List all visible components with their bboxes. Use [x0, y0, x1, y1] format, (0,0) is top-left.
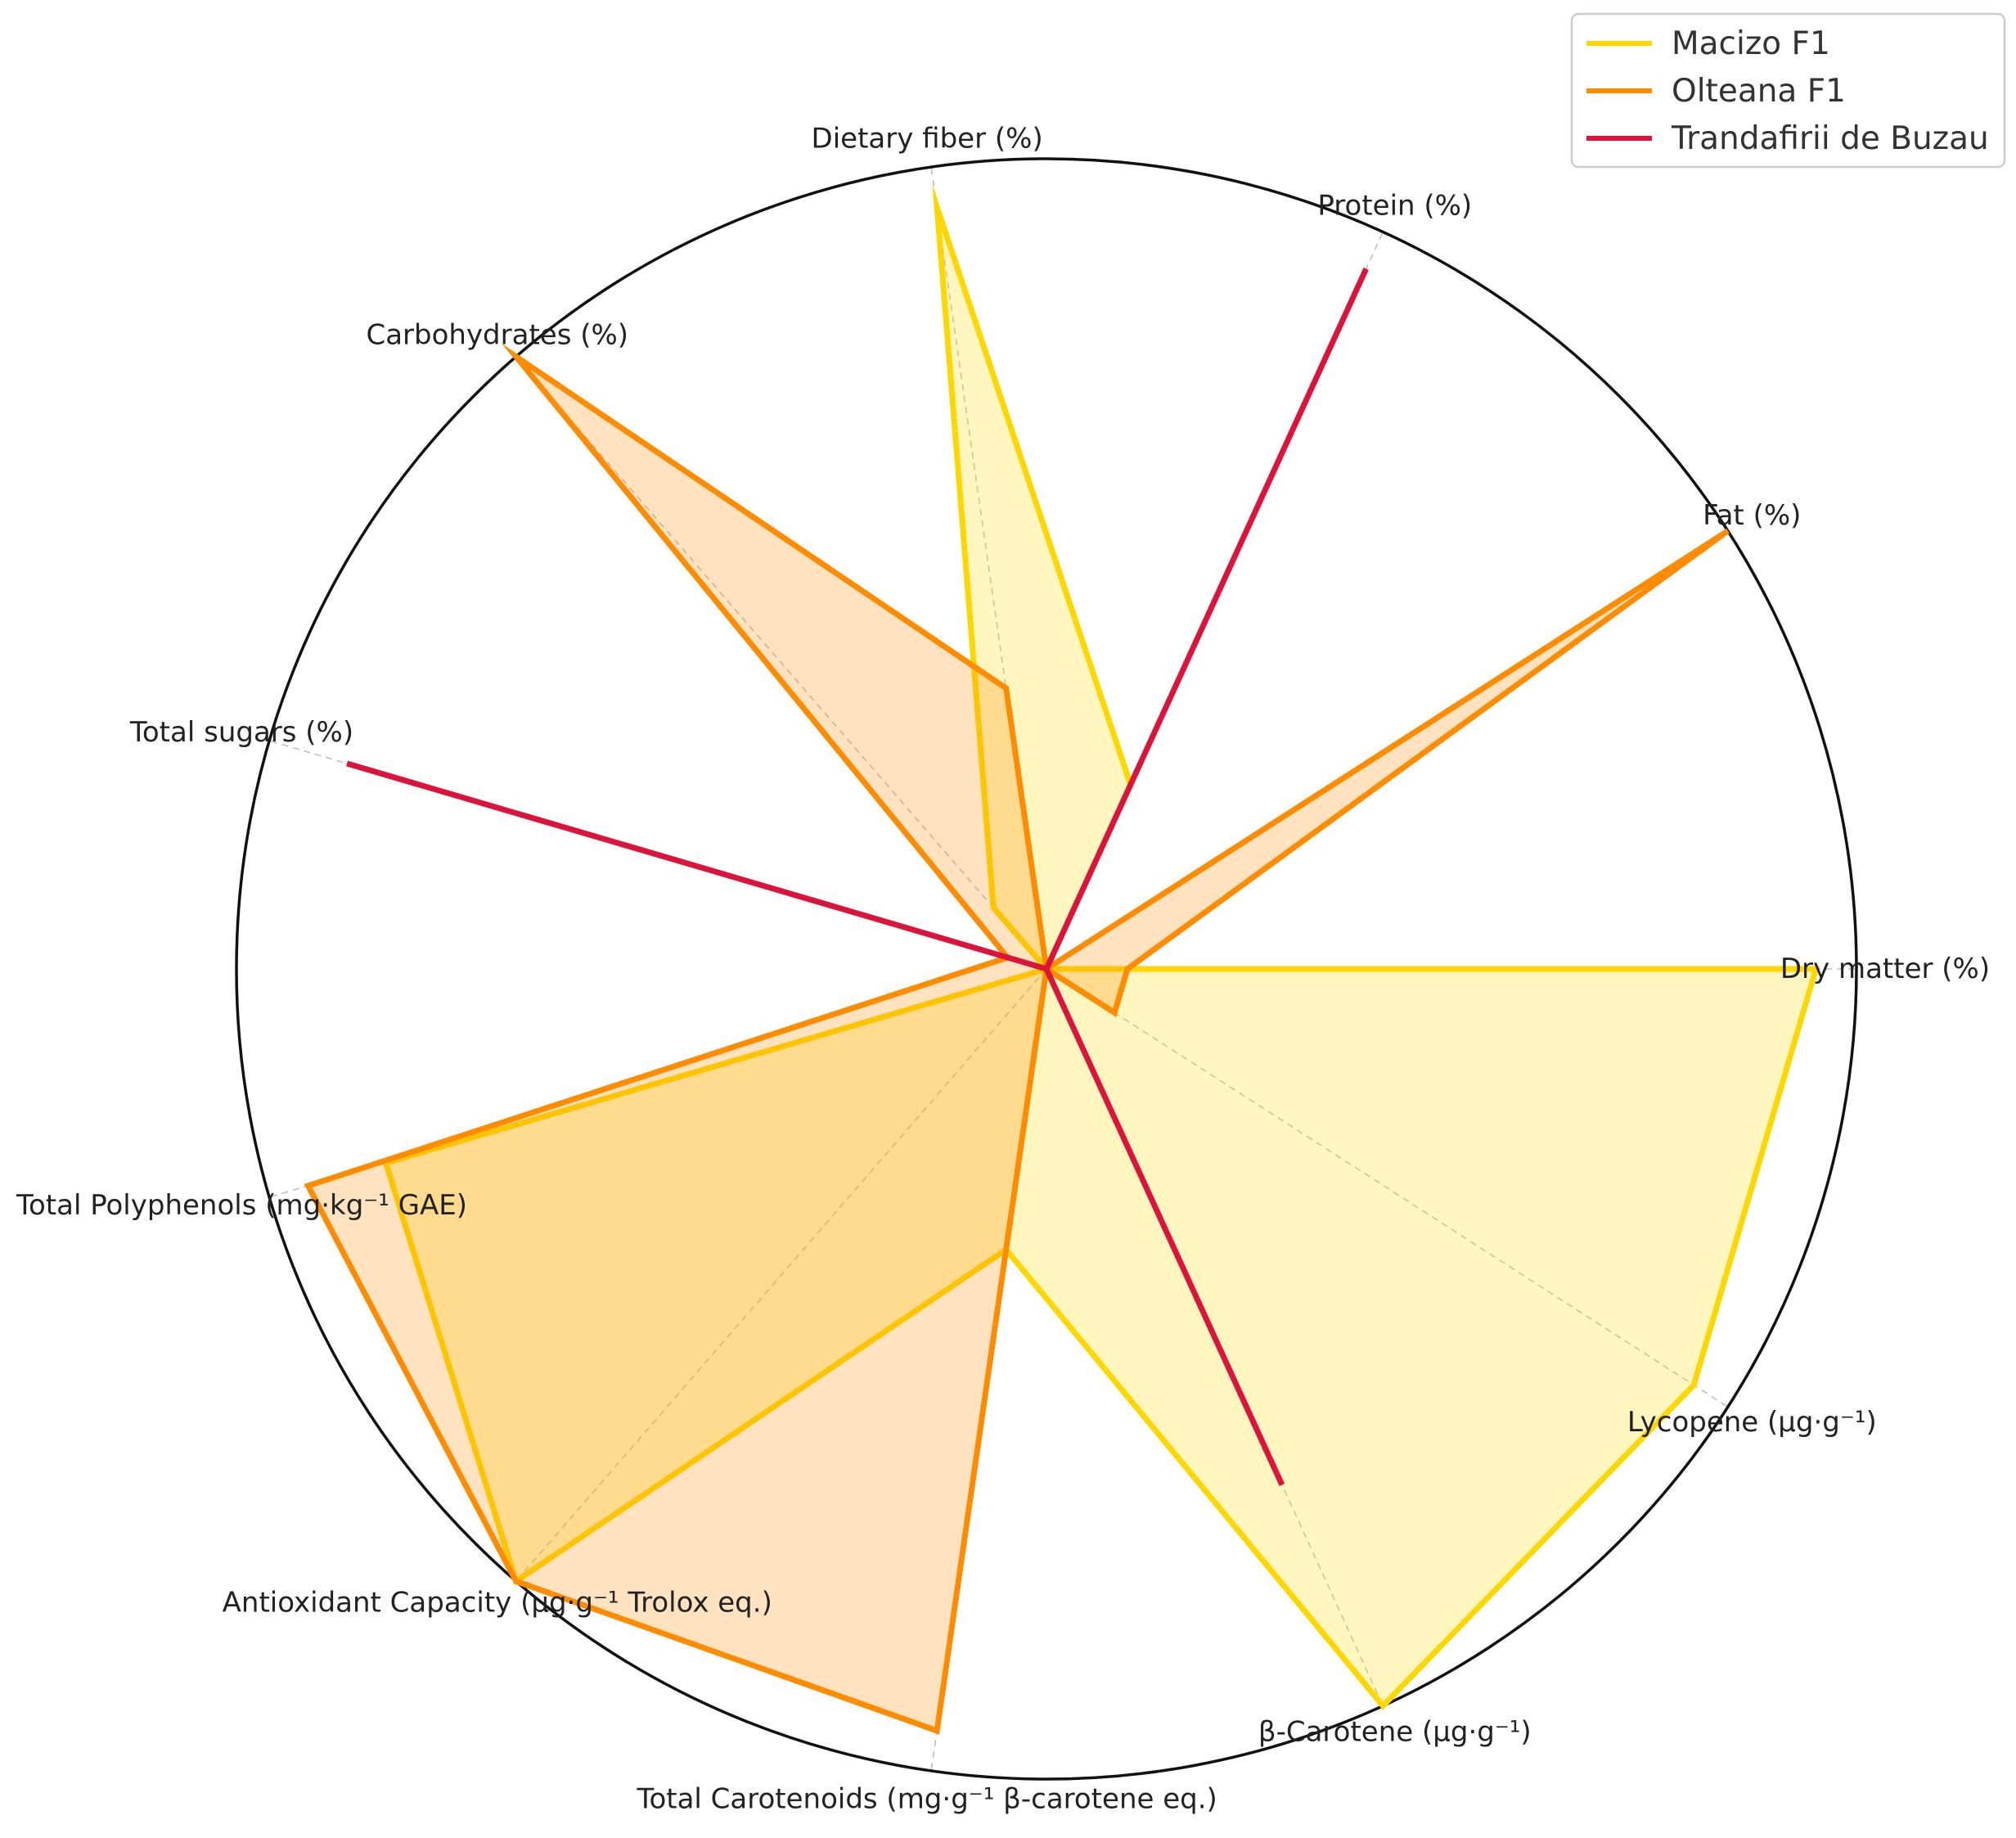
gridline-dietary-fiber	[930, 166, 1047, 970]
series-line-olteana-f1	[304, 343, 1730, 1735]
point-macizo-f1-carotene-g-g	[1382, 1705, 1384, 1706]
gridline-lycopene-g-g	[1046, 968, 1729, 1408]
point-macizo-f1-dietary-fiber	[936, 206, 938, 208]
point-olteana-f1-total-carotenoids-mg-g-carotene-eq	[936, 1730, 938, 1732]
axis-label-total-sugars: Total sugars (%)	[129, 716, 353, 749]
axis-label-lycopene-g-g: Lycopene (μg·g⁻¹)	[1627, 1406, 1877, 1439]
series-fill-macizo-f1	[385, 207, 1816, 1706]
gridline-antioxidant-capacity-g-g-trolox-eq	[515, 968, 1047, 1582]
point-olteana-f1-antioxidant-capacity-g-g-trolox-eq	[515, 1580, 517, 1582]
series-fill-olteana-f1	[308, 356, 1728, 1731]
legend-label-macizo: Macizo F1	[1672, 25, 1830, 62]
axis-label-protein: Protein (%)	[1317, 190, 1472, 223]
axis-label-dietary-fiber: Dietary fiber (%)	[812, 122, 1043, 155]
axis-labels: Dry matter (%) Fat (%) Protein (%) Dietary …	[16, 122, 1990, 1815]
legend-box	[1570, 12, 2006, 169]
axis-label-total-polyphenols-mg-kg-gae: Total Polyphenols (mg·kg⁻¹ GAE)	[16, 1189, 467, 1222]
axis-label-carotene-g-g: β-Carotene (μg·g⁻¹)	[1258, 1715, 1532, 1748]
axis-label-fat: Fat (%)	[1703, 499, 1801, 532]
point-trandafirii-de-buzau-carotene-g-g	[1281, 1484, 1283, 1485]
point-olteana-f1-carbohydrates	[515, 356, 517, 358]
axis-label-dry-matter: Dry matter (%)	[1780, 953, 1990, 985]
gridline-carbohydrates	[515, 356, 1047, 970]
legend: Macizo F1 Olteana F1 Trandafirii de Buza…	[1570, 12, 2006, 169]
series-layer	[304, 183, 1820, 1735]
point-olteana-f1-lycopene-g-g	[1114, 1012, 1115, 1013]
outer-circle	[235, 157, 1858, 1781]
axis-label-carbohydrates: Carbohydrates (%)	[366, 318, 628, 351]
legend-label-trandafirii: Trandafirii de Buzau	[1671, 120, 1989, 157]
axis-label-antioxidant-capacity-g-g-trolox-eq: Antioxidant Capacity (μg·g⁻¹ Trolox eq.)	[223, 1587, 772, 1620]
point-olteana-f1-fat	[1727, 530, 1729, 532]
point-trandafirii-de-buzau-lycopene-g-g	[1046, 968, 1047, 970]
point-olteana-f1-dry-matter	[1127, 968, 1128, 970]
axis-label-total-carotenoids-mg-g-carotene-eq: Total Carotenoids (mg·g⁻¹ β-carotene eq.…	[636, 1783, 1217, 1816]
legend-label-olteana: Olteana F1	[1672, 73, 1846, 110]
